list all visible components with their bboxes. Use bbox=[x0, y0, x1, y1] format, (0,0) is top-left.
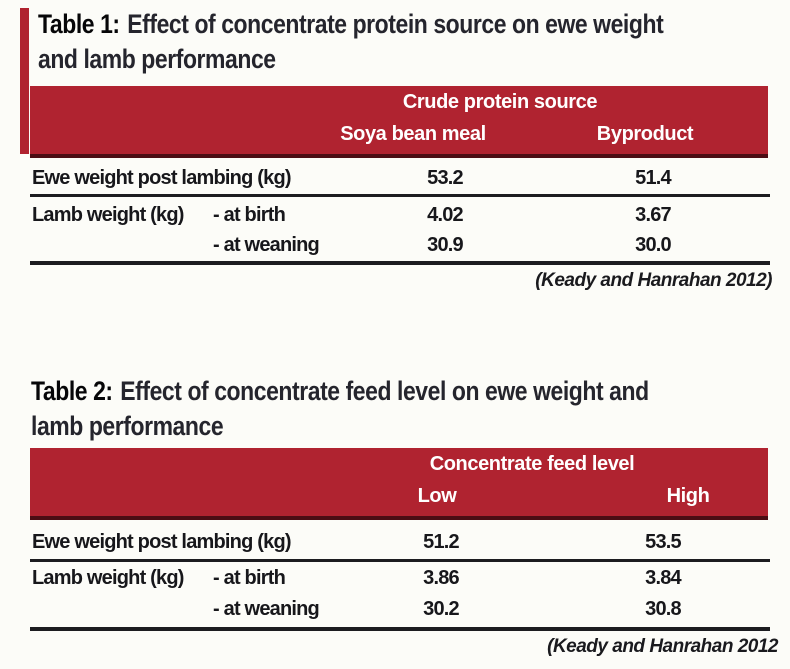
table1-row1-value1: 53.2 bbox=[427, 167, 464, 189]
table2-bottom-rule bbox=[30, 627, 770, 631]
table1-header-band: Crude protein source Soya bean meal Bypr… bbox=[30, 86, 768, 158]
table1-group-header: Crude protein source bbox=[402, 91, 598, 113]
table1-row2-value1: 4.02 bbox=[427, 204, 464, 226]
table1-citation: (Keady and Hanrahan 2012) bbox=[535, 270, 772, 291]
table1-row1-label: Ewe weight post lambing (kg) bbox=[32, 167, 292, 189]
table2-row2-value2: 3.84 bbox=[645, 567, 682, 589]
table1-title-line2: and lamb performance bbox=[38, 44, 276, 74]
table2-title-prefix: Table 2: bbox=[31, 376, 113, 406]
table1-title-line1: Table 1: Effect of concentrate protein so… bbox=[38, 9, 664, 40]
table2-group-header: Concentrate feed level bbox=[429, 453, 635, 475]
table1-title-prefix: Table 1: bbox=[38, 9, 120, 39]
table1-row2-sublabel: - at birth bbox=[213, 204, 286, 226]
table2-title-text: Effect of concentrate feed level on ewe … bbox=[120, 376, 649, 406]
table1-row2-value2: 3.67 bbox=[635, 204, 672, 226]
table1-bottom-rule bbox=[30, 261, 770, 265]
table2-col1-header: Low bbox=[417, 485, 457, 507]
table1-col1-header: Soya bean meal bbox=[340, 123, 486, 145]
table2-row2-sublabel: - at birth bbox=[213, 567, 286, 589]
table1-row3-sublabel: - at weaning bbox=[213, 234, 320, 256]
table2-row3-value2: 30.8 bbox=[645, 598, 682, 620]
table2-mid-rule bbox=[30, 559, 770, 562]
table2-row1-value2: 53.5 bbox=[645, 531, 682, 553]
table1-row2-label: Lamb weight (kg) bbox=[32, 204, 184, 226]
table1-row1-value2: 51.4 bbox=[635, 167, 672, 189]
table2-title-line1: Table 2: Effect of concentrate feed level… bbox=[31, 376, 649, 407]
table1-col2-header: Byproduct bbox=[596, 123, 694, 145]
table2-row3-sublabel: - at weaning bbox=[213, 598, 320, 620]
table1-title-text: Effect of concentrate protein source on … bbox=[127, 9, 664, 39]
table1-mid-rule bbox=[30, 194, 770, 197]
table2-row3-value1: 30.2 bbox=[423, 598, 460, 620]
table1-row3-value2: 30.0 bbox=[635, 234, 672, 256]
table2-row1-label: Ewe weight post lambing (kg) bbox=[32, 531, 292, 553]
table2-header-band: Concentrate feed level Low High bbox=[30, 448, 768, 520]
table2-col2-header: High bbox=[666, 485, 710, 507]
table2-row1-value1: 51.2 bbox=[423, 531, 460, 553]
table2-citation: (Keady and Hanrahan 2012 bbox=[547, 636, 778, 657]
red-accent-bar bbox=[20, 8, 29, 154]
table1-row3-value1: 30.9 bbox=[427, 234, 464, 256]
table2-row2-label: Lamb weight (kg) bbox=[32, 567, 184, 589]
table2-row2-value1: 3.86 bbox=[423, 567, 460, 589]
table2-title-line2: lamb performance bbox=[31, 411, 224, 441]
